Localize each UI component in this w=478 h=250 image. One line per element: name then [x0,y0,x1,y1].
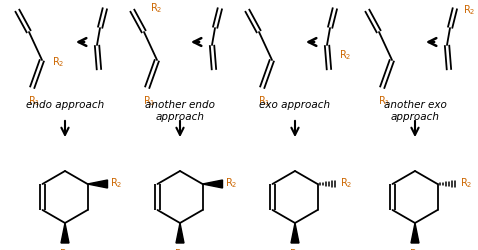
Text: R$_2$: R$_2$ [150,1,163,15]
Text: R$_1$: R$_1$ [409,247,421,250]
Text: R$_2$: R$_2$ [52,55,65,69]
Text: R$_2$: R$_2$ [339,176,352,190]
Text: R$_2$: R$_2$ [339,48,351,62]
Text: R$_2$: R$_2$ [109,176,122,190]
Text: R$_1$: R$_1$ [59,247,71,250]
Polygon shape [61,223,69,243]
Text: R$_1$: R$_1$ [289,247,301,250]
Text: R$_2$: R$_2$ [463,3,476,17]
Text: R$_1$: R$_1$ [258,94,270,108]
Text: R$_1$: R$_1$ [378,94,390,108]
Polygon shape [87,180,108,188]
Text: another exo
approach: another exo approach [383,100,446,122]
Text: exo approach: exo approach [260,100,331,110]
Text: R$_1$: R$_1$ [174,247,186,250]
Text: R$_2$: R$_2$ [459,176,472,190]
Polygon shape [203,180,223,188]
Polygon shape [291,223,299,243]
Text: R$_2$: R$_2$ [225,176,237,190]
Text: another endo
approach: another endo approach [145,100,215,122]
Polygon shape [411,223,419,243]
Text: R$_1$: R$_1$ [28,94,40,108]
Text: endo approach: endo approach [26,100,104,110]
Polygon shape [176,223,184,243]
Text: R$_1$: R$_1$ [143,94,155,108]
